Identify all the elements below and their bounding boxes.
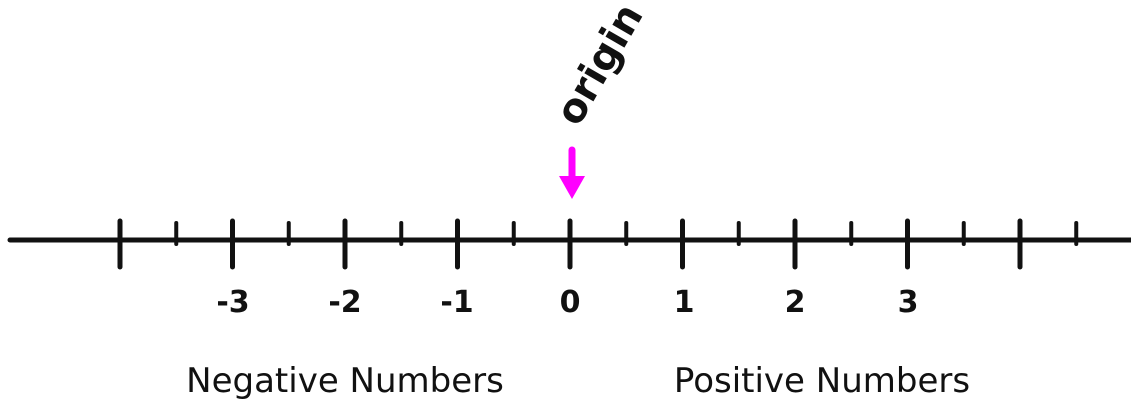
tick-label-neg1: -1	[440, 285, 473, 320]
negative-numbers-caption: Negative Numbers	[186, 361, 504, 401]
tick-label-3: 3	[898, 285, 919, 320]
tick-label-neg2: -2	[328, 285, 361, 320]
tick-marks	[117, 218, 1079, 270]
tick-label-neg3: -3	[216, 285, 249, 320]
tick-label-1: 1	[674, 285, 695, 320]
tick-label-0: 0	[560, 285, 581, 320]
origin-arrow-icon	[559, 146, 585, 199]
origin-label: origin	[547, 0, 653, 133]
tick-label-2: 2	[785, 285, 806, 320]
positive-numbers-caption: Positive Numbers	[674, 361, 970, 401]
